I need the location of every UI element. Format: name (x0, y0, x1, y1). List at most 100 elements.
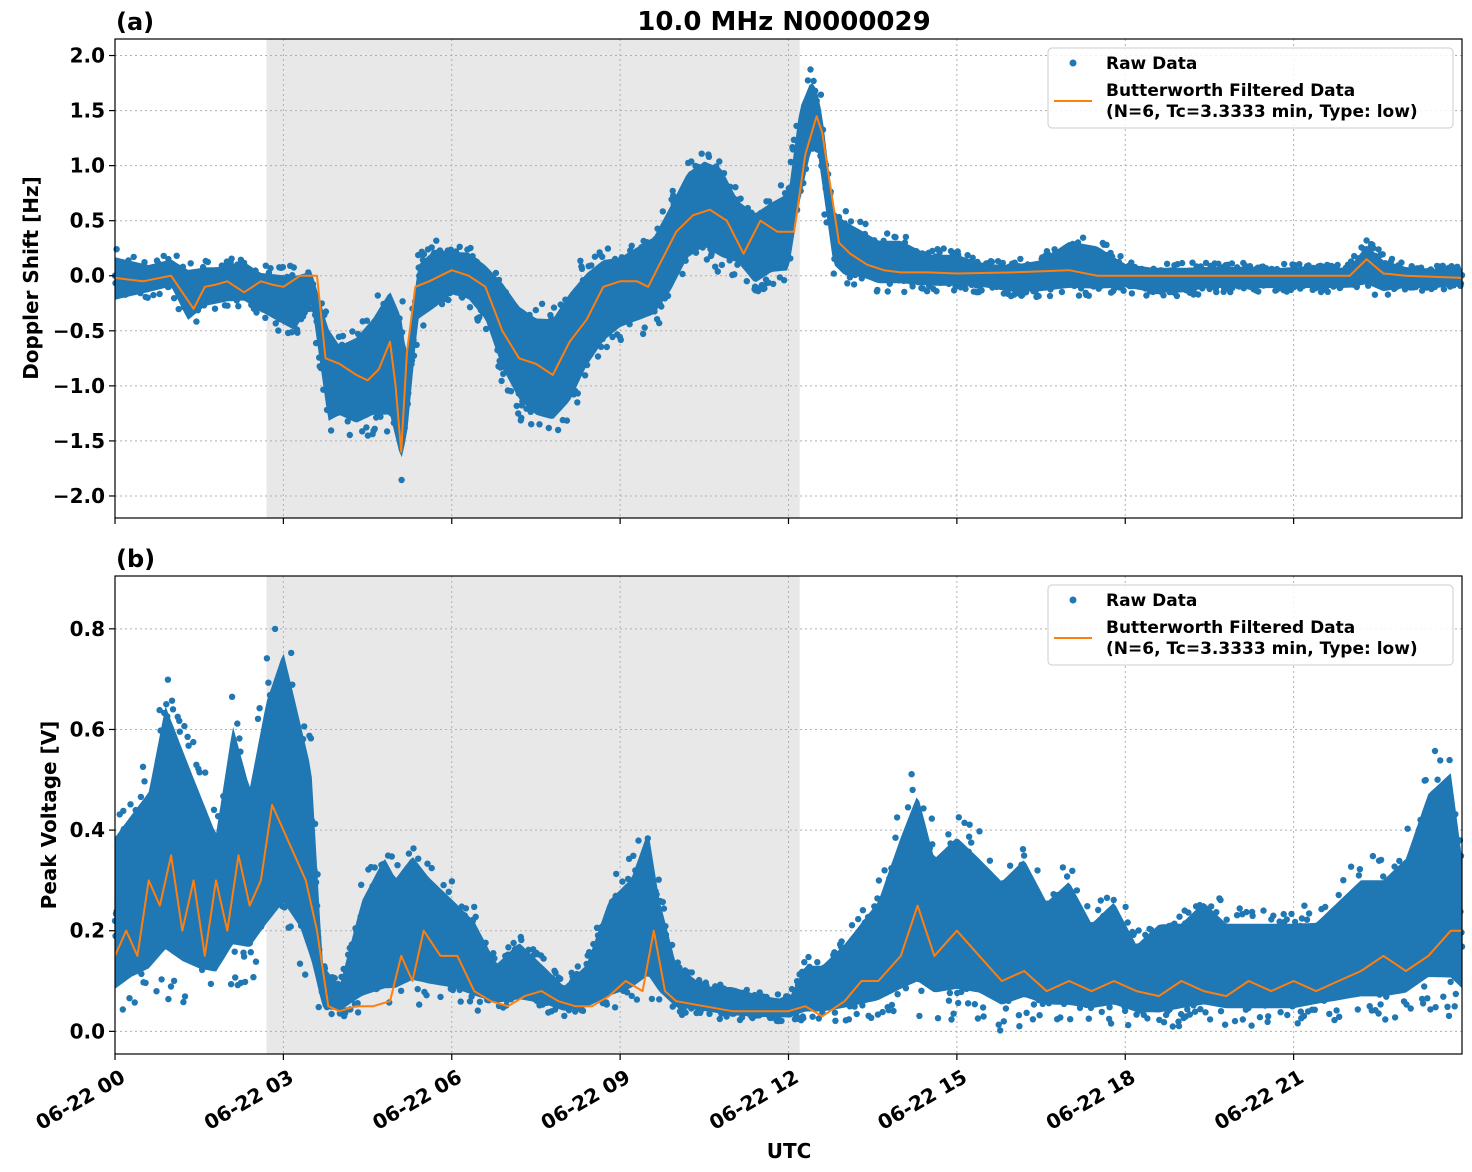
raw-data-point (1128, 259, 1135, 266)
raw-data-point (978, 287, 985, 294)
raw-data-point (893, 814, 901, 821)
raw-data-point (716, 158, 723, 165)
raw-data-point (916, 1012, 923, 1020)
raw-data-point (804, 77, 812, 84)
raw-data-point (359, 428, 366, 435)
raw-data-point (1301, 902, 1308, 909)
raw-data-point (240, 953, 248, 960)
raw-data-point (705, 153, 713, 160)
raw-data-point (980, 1013, 987, 1020)
y-tick-label: −1.5 (53, 429, 105, 453)
raw-data-point (630, 852, 637, 859)
raw-data-point (731, 271, 738, 278)
raw-data-point (156, 290, 163, 298)
raw-data-point (934, 1015, 942, 1022)
raw-data-point (513, 402, 520, 410)
raw-data-point (714, 268, 721, 275)
raw-data-point (1122, 903, 1129, 911)
raw-data-point (247, 949, 254, 956)
raw-data-point (1135, 927, 1142, 934)
raw-data-point (968, 839, 975, 846)
raw-data-point (848, 922, 856, 929)
raw-data-point (1206, 1016, 1214, 1023)
raw-data-point (1371, 291, 1379, 298)
raw-data-point (1019, 846, 1027, 853)
raw-data-point (322, 308, 330, 315)
raw-data-point (279, 263, 287, 271)
raw-data-point (659, 898, 666, 906)
raw-data-point (1221, 1021, 1229, 1028)
raw-data-point (287, 923, 294, 930)
raw-data-point (1243, 908, 1250, 916)
raw-data-point (578, 265, 586, 272)
raw-data-point (227, 981, 235, 988)
raw-data-point (1057, 1014, 1064, 1021)
raw-data-point (294, 329, 301, 336)
raw-data-point (1217, 1008, 1225, 1015)
raw-data-point (563, 417, 571, 424)
raw-data-point (1281, 260, 1288, 268)
raw-data-point (611, 1004, 619, 1011)
y-tick-label: −2.0 (53, 484, 105, 508)
raw-data-point (1173, 292, 1181, 300)
raw-data-point (718, 261, 726, 269)
raw-data-point (1239, 1016, 1247, 1023)
raw-data-point (904, 804, 912, 811)
raw-data-point (267, 265, 274, 272)
raw-data-point (445, 888, 452, 895)
raw-data-point (1388, 255, 1396, 263)
raw-data-point (635, 837, 642, 844)
raw-data-point (821, 211, 828, 218)
raw-data-point (1334, 261, 1341, 269)
raw-data-point (211, 305, 219, 312)
raw-data-point (807, 66, 814, 73)
raw-data-point (1020, 852, 1028, 859)
raw-data-point (507, 388, 515, 395)
raw-data-point (371, 864, 378, 871)
raw-data-point (176, 728, 183, 735)
raw-data-point (976, 828, 983, 835)
raw-data-point (181, 993, 189, 1000)
raw-data-point (1095, 906, 1102, 914)
raw-data-point (1117, 253, 1124, 260)
raw-data-point (809, 1013, 816, 1020)
raw-data-point (979, 1004, 987, 1011)
raw-data-point (346, 431, 353, 439)
raw-data-point (1305, 910, 1313, 917)
raw-data-point (231, 948, 238, 955)
raw-data-point (207, 980, 215, 988)
raw-data-point (263, 655, 271, 662)
raw-data-point (456, 243, 463, 250)
raw-data-point (1288, 910, 1295, 918)
raw-data-point (946, 989, 954, 997)
raw-data-point (1202, 1009, 1209, 1016)
raw-data-point (933, 288, 940, 295)
raw-data-point (888, 1001, 896, 1009)
raw-data-point (410, 845, 417, 852)
raw-data-point (966, 821, 973, 828)
raw-data-point (712, 263, 719, 270)
panel-b: 0.80.60.40.20.0 06-22 00 06-22 03 06-22 06… (31, 545, 1466, 1135)
raw-data-point (1277, 1009, 1284, 1016)
raw-data-point (176, 717, 183, 725)
raw-data-point (397, 987, 405, 994)
y-tick-label: 0.0 (70, 264, 105, 288)
raw-data-point (1189, 259, 1196, 266)
raw-data-point (603, 1001, 610, 1008)
raw-data-point (190, 738, 197, 746)
raw-data-point (669, 187, 676, 195)
raw-data-point (1296, 261, 1303, 268)
raw-data-point (1000, 1018, 1007, 1025)
raw-data-point (619, 878, 626, 885)
raw-data-point (536, 421, 543, 428)
raw-data-point (1075, 292, 1083, 299)
raw-data-point (137, 793, 145, 801)
y-tick-label: −0.5 (53, 319, 105, 343)
raw-data-point (476, 998, 484, 1005)
raw-data-point (168, 697, 176, 704)
raw-data-point (232, 974, 239, 981)
raw-data-point (437, 993, 444, 1001)
raw-data-point (1036, 1012, 1043, 1019)
raw-data-point (997, 1027, 1004, 1034)
